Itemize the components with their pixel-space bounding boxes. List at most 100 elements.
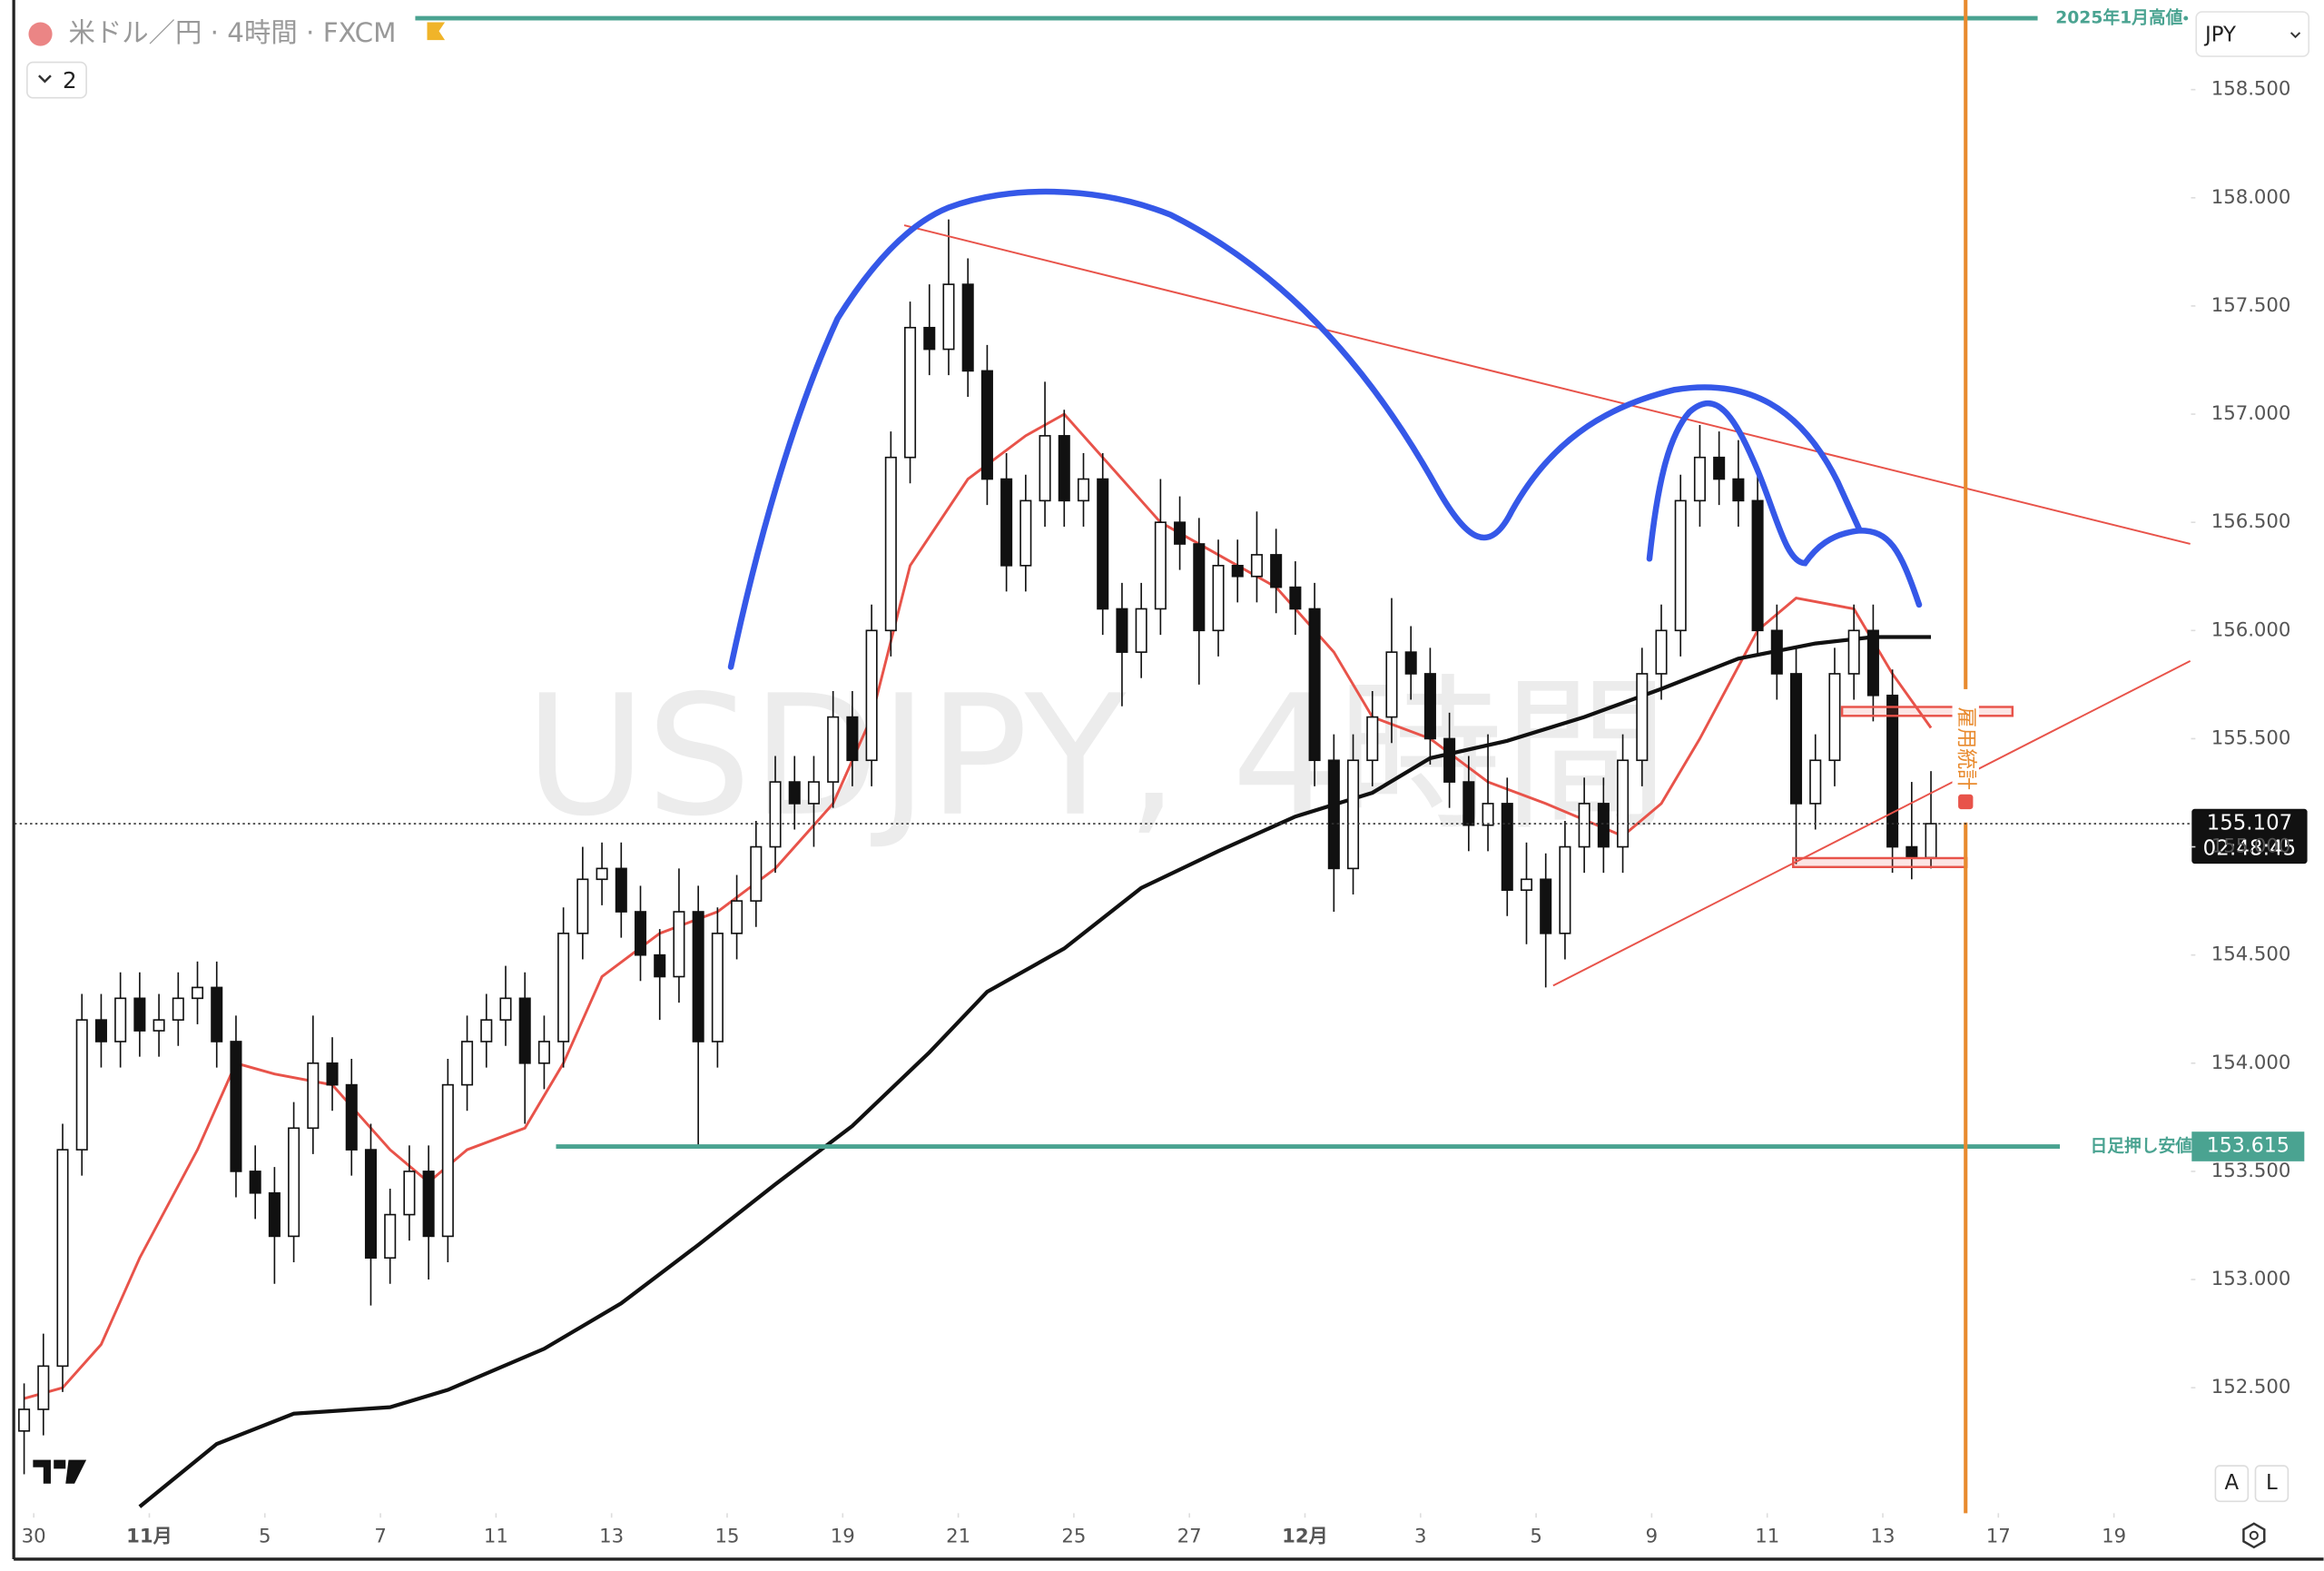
candle-body xyxy=(1212,565,1225,632)
x-tick-label: 25 xyxy=(1061,1525,1086,1547)
price-line-handle xyxy=(2183,15,2189,21)
moving-average xyxy=(24,412,1933,1400)
candle-body xyxy=(980,370,993,480)
candle-body xyxy=(731,900,743,934)
y-tick-label: 157.000 xyxy=(2211,402,2291,425)
scale-button[interactable] xyxy=(2254,1465,2290,1503)
candle-body xyxy=(827,716,840,783)
drawings xyxy=(727,188,2191,987)
candle-body xyxy=(1770,629,1783,675)
candle-body xyxy=(1674,499,1687,632)
currency[interactable]: JPY xyxy=(2203,24,2236,47)
candle-body xyxy=(1347,759,1360,870)
y-tick-label: 155.500 xyxy=(2211,726,2291,749)
scale-button-label[interactable]: A xyxy=(2225,1471,2240,1495)
candles xyxy=(18,219,1937,1475)
x-tick-label: 12月 xyxy=(1282,1525,1328,1547)
indicator-toggle[interactable]: 2 xyxy=(26,61,87,99)
candle-body xyxy=(1847,629,1860,675)
candle-body xyxy=(133,997,146,1032)
candle-body xyxy=(1385,651,1398,718)
candle-body xyxy=(1193,543,1206,632)
x-tick-label: 3 xyxy=(1414,1525,1427,1547)
candle-body xyxy=(1828,673,1841,762)
last-price-box xyxy=(2191,808,2308,865)
candle-body xyxy=(56,1149,69,1368)
candle-body xyxy=(1000,478,1013,567)
candle-body xyxy=(1925,823,1937,859)
candle-body xyxy=(769,781,782,848)
candle-body xyxy=(788,781,801,805)
candle-body xyxy=(692,911,704,1042)
candle-body xyxy=(1289,586,1302,610)
candle-body xyxy=(634,911,647,956)
candle-body xyxy=(1578,803,1590,848)
candle-body xyxy=(211,986,223,1042)
candle-body xyxy=(1617,759,1630,848)
candle-body xyxy=(557,933,570,1042)
candle-body xyxy=(230,1041,242,1172)
candle-body xyxy=(1116,608,1128,653)
dropdown-box[interactable] xyxy=(2195,11,2310,57)
x-tick-label: 19 xyxy=(2102,1525,2126,1547)
candle-body xyxy=(384,1213,397,1260)
candle-body xyxy=(499,997,512,1021)
candle-body xyxy=(1250,554,1263,578)
candle-body xyxy=(865,629,878,762)
candle-body xyxy=(364,1149,377,1260)
candle-body xyxy=(1308,608,1321,762)
candle-body xyxy=(461,1041,474,1086)
candle-body xyxy=(673,911,685,978)
candle-body xyxy=(1655,629,1668,675)
countdown: 02:48:45 xyxy=(2203,836,2297,860)
y-tick-label: 154.000 xyxy=(2211,1052,2291,1074)
y-tick-label: 153.000 xyxy=(2211,1268,2291,1290)
y-tick-label: 156.000 xyxy=(2211,618,2291,641)
zone-box xyxy=(1792,856,1968,868)
price-line-label: 日足押し安値 xyxy=(2091,1135,2193,1156)
candle-body xyxy=(576,878,589,934)
candle-body xyxy=(904,326,917,459)
candle-body xyxy=(307,1062,320,1130)
scale-button-label[interactable]: L xyxy=(2266,1471,2278,1495)
scale-button[interactable] xyxy=(2214,1465,2250,1503)
candle-body xyxy=(961,283,974,372)
candle-body xyxy=(1732,478,1745,502)
price-line-label: 2025年1月高値 xyxy=(2055,7,2182,28)
settings-dot[interactable] xyxy=(2249,1530,2259,1540)
candle-body xyxy=(1077,478,1090,502)
toggle-count[interactable]: 2 xyxy=(63,67,77,94)
pattern-curve xyxy=(727,188,1863,670)
candle-body xyxy=(518,997,531,1064)
watermark: USDJPY, 4時間 xyxy=(525,660,1669,854)
candle-body xyxy=(191,986,204,1000)
candle-body xyxy=(942,283,955,351)
candle-body xyxy=(1174,521,1187,545)
currency-dropdown[interactable]: JPY xyxy=(2195,11,2310,57)
candle-body xyxy=(884,456,897,632)
plot-area xyxy=(18,219,1937,1508)
candle-body xyxy=(153,1019,165,1032)
y-tick-label: 153.500 xyxy=(2211,1160,2291,1182)
price-line-box xyxy=(2191,1131,2305,1161)
candle-body xyxy=(1597,803,1610,848)
event-label: 雇用統計 xyxy=(1955,707,1978,790)
toggle-box[interactable] xyxy=(26,61,87,99)
chevron xyxy=(2290,32,2301,39)
candle-body xyxy=(1520,878,1533,892)
y-tick-label: 156.500 xyxy=(2211,510,2291,533)
candle-body xyxy=(923,326,936,351)
x-tick-label: 21 xyxy=(946,1525,970,1547)
candle-body xyxy=(1154,521,1167,610)
candle-body xyxy=(288,1127,300,1238)
y-tick-label: 155.000 xyxy=(2211,835,2291,858)
candle-body xyxy=(654,953,666,978)
candle-body xyxy=(807,781,820,805)
x-tick-label: 5 xyxy=(259,1525,271,1547)
trend-line xyxy=(903,224,2191,545)
settings-icon[interactable] xyxy=(2242,1522,2266,1549)
